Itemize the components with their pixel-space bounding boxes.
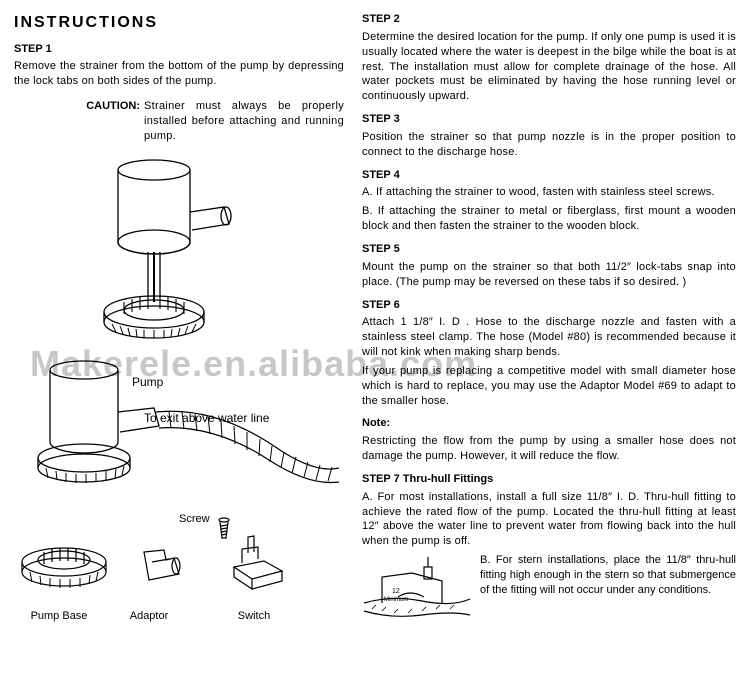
- caution-text: Strainer must always be properly install…: [144, 99, 344, 144]
- step6-body: Attach 1 1/8″ I. D . Hose to the dischar…: [362, 315, 736, 360]
- step2-title: STEP 2: [362, 12, 736, 27]
- step5-body: Mount the pump on the strainer so that b…: [362, 260, 736, 290]
- step1-title: STEP 1: [14, 42, 344, 57]
- step5-title: STEP 5: [362, 242, 736, 257]
- note-body: Restricting the flow from the pump by us…: [362, 434, 736, 464]
- pump-base-label: Pump Base: [14, 609, 104, 624]
- caution-block: CAUTION: Strainer must always be properl…: [14, 99, 344, 144]
- pump-exploded-diagram: [64, 152, 294, 352]
- parts-diagram: [14, 512, 324, 612]
- svg-text:12: 12: [392, 588, 400, 595]
- svg-text:Minimum: Minimum: [384, 597, 408, 603]
- step4-title: STEP 4: [362, 168, 736, 183]
- caution-label: CAUTION:: [14, 99, 144, 144]
- adaptor-label: Adaptor: [114, 609, 184, 624]
- step1-body: Remove the strainer from the bottom of t…: [14, 59, 344, 89]
- step7-title: STEP 7 Thru-hull Fittings: [362, 472, 736, 487]
- step4-b: B. If attaching the strainer to metal or…: [362, 204, 736, 234]
- step4-a: A. If attaching the strainer to wood, fa…: [362, 185, 736, 200]
- thru-hull-diagram: 12 Minimum: [362, 553, 472, 623]
- pump-label: Pump: [132, 374, 163, 390]
- switch-label: Switch: [214, 609, 294, 624]
- step3-title: STEP 3: [362, 112, 736, 127]
- screw-label: Screw: [179, 512, 210, 527]
- pump-assembled-diagram: [14, 356, 344, 506]
- note-title: Note:: [362, 416, 736, 431]
- step7-a: A. For most installations, install a ful…: [362, 490, 736, 549]
- step2-body: Determine the desired location for the p…: [362, 30, 736, 104]
- right-column: STEP 2 Determine the desired location fo…: [362, 12, 736, 623]
- page-title: INSTRUCTIONS: [14, 12, 344, 34]
- step6-p2: If your pump is replacing a competitive …: [362, 364, 736, 409]
- instruction-page: INSTRUCTIONS STEP 1 Remove the strainer …: [0, 0, 750, 635]
- step7-b-row: 12 Minimum B. For stern installations, p…: [362, 553, 736, 623]
- step3-body: Position the strainer so that pump nozzl…: [362, 130, 736, 160]
- exit-label: To exit above water line: [144, 410, 269, 426]
- step6-title: STEP 6: [362, 298, 736, 313]
- step7-b: B. For stern installations, place the 11…: [480, 553, 736, 623]
- left-column: INSTRUCTIONS STEP 1 Remove the strainer …: [14, 12, 344, 623]
